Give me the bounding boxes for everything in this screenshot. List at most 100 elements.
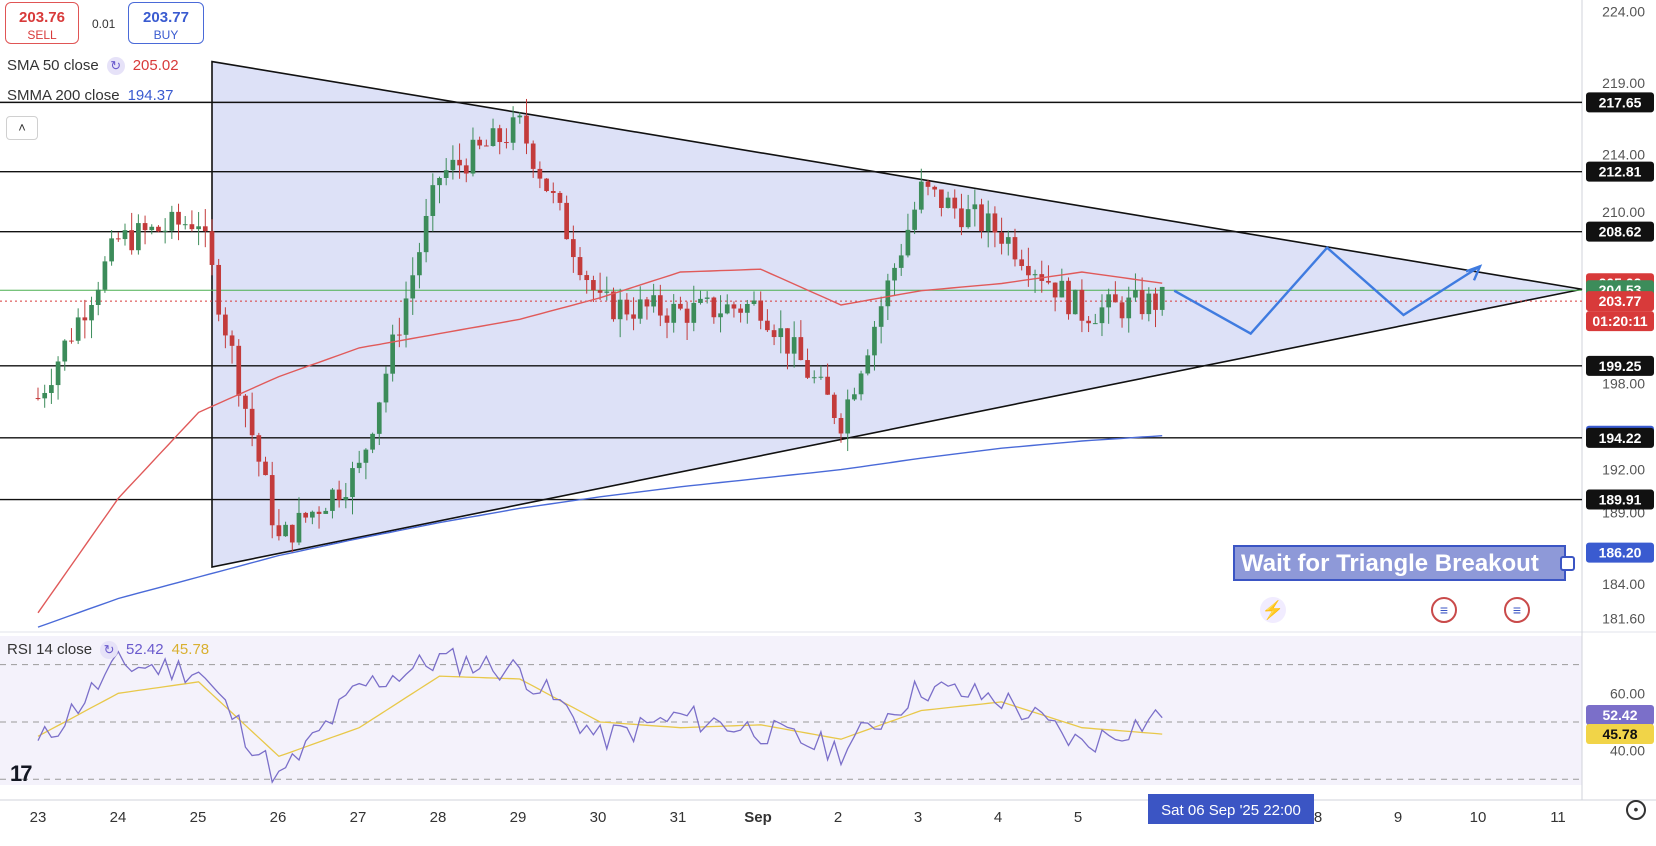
candle-body bbox=[758, 300, 764, 321]
price-tick-label: 214.00 bbox=[1602, 147, 1645, 163]
candle-body bbox=[283, 524, 288, 537]
price-axis-badge bbox=[1586, 489, 1654, 510]
collapse-legend-button[interactable]: ˄ bbox=[6, 116, 38, 140]
candle-body bbox=[992, 213, 998, 233]
candle-body bbox=[831, 394, 837, 418]
sell-button[interactable]: 203.76 SELL bbox=[5, 2, 79, 44]
smma-200-line bbox=[37, 435, 1163, 628]
candle-body bbox=[82, 317, 88, 321]
rsi-axis-badge bbox=[1586, 705, 1654, 726]
candle-body bbox=[644, 299, 650, 307]
price-axis-label: 212.81 bbox=[1599, 164, 1642, 180]
price-axis-badge bbox=[1586, 355, 1654, 376]
candle-body bbox=[303, 512, 309, 518]
candle-body bbox=[657, 295, 663, 316]
time-tick-label: 8 bbox=[1314, 809, 1322, 826]
candle-body bbox=[691, 302, 697, 323]
us-flag-icon[interactable]: ≡ bbox=[1504, 597, 1530, 623]
candle-body bbox=[350, 468, 355, 498]
candle-body bbox=[316, 511, 322, 514]
projection-zigzag bbox=[1173, 246, 1481, 336]
price-tick-label: 224.00 bbox=[1602, 3, 1645, 19]
candle-body bbox=[1066, 280, 1071, 315]
candle-body bbox=[376, 402, 382, 434]
candle-body bbox=[952, 197, 958, 209]
projection-arrowhead bbox=[1465, 264, 1483, 281]
price-axis-label: 01:20:11 bbox=[1592, 313, 1647, 329]
candle-body bbox=[256, 435, 262, 462]
candle-body bbox=[838, 417, 844, 434]
candle-body bbox=[370, 433, 375, 450]
time-tick-label: 31 bbox=[670, 809, 687, 826]
candle-body bbox=[711, 297, 717, 318]
candle-body bbox=[845, 399, 851, 434]
rsi-tick-label: 60.00 bbox=[1610, 685, 1645, 701]
candle-body bbox=[798, 337, 804, 361]
candle-body bbox=[898, 255, 904, 268]
refresh-icon[interactable]: ↻ bbox=[100, 641, 119, 660]
time-tick-label: 25 bbox=[190, 809, 207, 826]
smma-legend[interactable]: SMMA 200 close 194.37 bbox=[7, 87, 173, 104]
candle-body bbox=[751, 300, 757, 304]
candle-body bbox=[564, 202, 569, 240]
candle-body bbox=[597, 290, 603, 293]
candle-body bbox=[1032, 274, 1038, 276]
candle-body bbox=[35, 398, 41, 400]
candle-body bbox=[985, 213, 991, 232]
candle-body bbox=[310, 511, 315, 518]
candle-body bbox=[550, 190, 556, 193]
sma-legend-value: 205.02 bbox=[132, 57, 179, 74]
time-tick-label: 9 bbox=[1394, 809, 1402, 826]
candle-body bbox=[731, 304, 737, 309]
candle-body bbox=[624, 299, 630, 315]
candle-body bbox=[142, 223, 148, 231]
sma-legend[interactable]: SMA 50 close ↻ 205.02 bbox=[7, 57, 179, 76]
candle-body bbox=[483, 145, 489, 147]
price-axis-badge bbox=[1586, 161, 1654, 182]
candle-body bbox=[410, 275, 416, 299]
annotation-handle[interactable] bbox=[1560, 556, 1575, 571]
candle-body bbox=[1133, 290, 1138, 298]
price-axis-label: 194.22 bbox=[1599, 430, 1642, 446]
gear-icon[interactable]: • bbox=[1626, 800, 1646, 820]
candle-body bbox=[1059, 280, 1065, 298]
price-axis-label: 189.91 bbox=[1599, 492, 1642, 508]
candle-body bbox=[604, 291, 610, 293]
candle-body bbox=[724, 304, 730, 314]
time-tick-label: 29 bbox=[510, 809, 527, 826]
candle-body bbox=[698, 298, 703, 303]
candle-body bbox=[263, 461, 268, 476]
rsi-legend[interactable]: RSI 14 close ↻ 52.42 45.78 bbox=[7, 641, 209, 660]
smma-legend-value: 194.37 bbox=[127, 87, 174, 104]
candle-body bbox=[631, 314, 636, 319]
candle-body bbox=[176, 211, 181, 225]
triangle-breakout-annotation[interactable]: Wait for Triangle Breakout bbox=[1233, 545, 1566, 581]
candle-body bbox=[1092, 323, 1098, 325]
candle-body bbox=[1119, 302, 1125, 319]
candle-body bbox=[42, 392, 48, 399]
candle-body bbox=[878, 306, 884, 327]
candle-body bbox=[637, 299, 643, 319]
refresh-icon[interactable]: ↻ bbox=[106, 57, 125, 76]
candle-body bbox=[1113, 294, 1118, 303]
candle-body bbox=[718, 313, 723, 318]
lightning-icon[interactable]: ⚡ bbox=[1260, 597, 1286, 623]
price-tick-label: 181.60 bbox=[1602, 611, 1645, 627]
candle-body bbox=[156, 226, 161, 232]
candle-body bbox=[477, 139, 482, 146]
candle-body bbox=[403, 298, 409, 335]
crosshair-time-label: Sat 06 Sep '25 22:00 bbox=[1161, 802, 1301, 819]
candle-body bbox=[530, 143, 536, 169]
time-tick-label: 11 bbox=[1550, 809, 1566, 826]
candle-body bbox=[932, 186, 938, 190]
price-axis-label: 208.62 bbox=[1599, 224, 1642, 240]
candle-body bbox=[343, 497, 349, 500]
us-flag-icon[interactable]: ≡ bbox=[1431, 597, 1457, 623]
candle-body bbox=[865, 355, 871, 374]
rsi-pane-background bbox=[0, 636, 1582, 785]
candle-body bbox=[999, 232, 1004, 244]
sell-label: SELL bbox=[27, 28, 57, 42]
buy-button[interactable]: 203.77 BUY bbox=[128, 2, 204, 44]
rsi-axis-label: 52.42 bbox=[1602, 707, 1637, 723]
